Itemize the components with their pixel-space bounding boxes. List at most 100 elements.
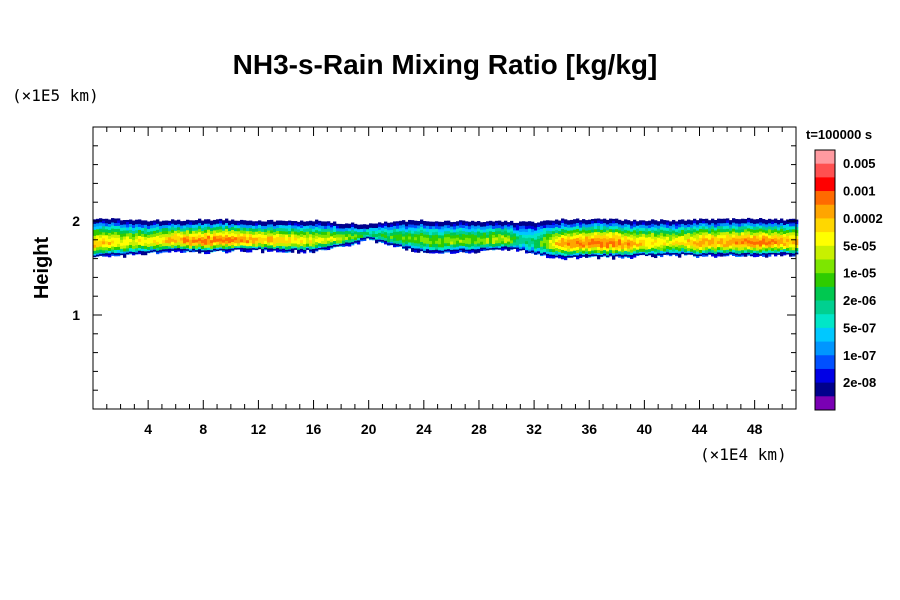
field-cell [267,248,271,252]
field-cell [684,225,688,229]
field-cell [651,244,655,249]
field-cell [318,246,322,250]
field-cell [678,236,682,240]
field-cell [642,224,646,229]
field-cell [783,246,787,250]
field-cell [225,247,229,251]
field-cell [552,237,556,241]
field-cell [339,231,343,235]
field-cell [318,243,322,247]
field-cell [675,243,679,248]
field-cell [432,247,436,251]
field-cell [156,244,160,249]
field-cell [288,237,292,241]
field-cell [513,230,517,234]
field-cell [555,254,559,258]
field-cell [222,230,226,235]
colorbar-swatch [815,300,835,315]
field-cell [600,247,604,252]
field-cell [246,240,250,244]
field-cell [423,246,427,250]
field-cell [393,240,397,245]
field-cell [354,225,358,229]
field-cell [225,235,229,239]
field-cell [546,227,550,232]
field-cell [612,238,616,242]
field-cell [210,237,214,241]
field-cell [468,241,472,245]
field-cell [435,246,439,251]
field-edge [636,221,640,224]
field-edge [114,218,118,221]
field-edge [678,219,682,222]
field-cell [612,223,616,227]
field-cell [792,247,796,251]
field-cell [363,234,367,239]
field-cell [162,225,166,229]
field-cell [606,236,610,240]
field-edge [429,250,433,253]
field-cell [291,237,295,241]
field-cell [240,227,244,231]
field-cell [453,223,457,227]
plot-area [93,217,799,261]
field-cell [513,239,517,243]
field-cell [102,238,106,242]
field-edge [708,252,712,255]
field-cell [213,230,217,234]
field-cell [795,224,799,228]
field-cell [282,243,286,247]
field-cell [648,243,652,247]
field-cell [702,247,706,251]
field-edge [510,247,514,250]
field-cell [483,241,487,245]
field-cell [672,248,676,252]
field-cell [279,225,283,229]
field-edge [744,252,748,255]
field-cell [735,229,739,233]
field-cell [240,224,244,228]
field-cell [579,254,583,258]
field-edge [201,250,205,252]
field-cell [147,231,151,236]
field-edge [774,218,778,221]
field-cell [570,251,574,255]
field-edge [504,220,508,223]
field-edge [228,248,232,251]
field-cell [243,239,247,244]
field-cell [654,254,658,259]
field-cell [639,242,643,247]
field-cell [429,244,433,248]
field-cell [279,231,283,235]
field-cell [321,234,325,239]
field-cell [516,248,520,252]
field-edge [633,253,637,256]
field-cell [546,254,550,259]
field-edge [438,250,442,253]
field-cell [768,232,772,236]
field-cell [696,227,700,231]
field-cell [354,234,358,238]
field-cell [519,243,523,248]
field-cell [306,234,310,239]
field-cell [525,238,529,242]
field-edge [663,253,667,255]
field-cell [357,232,361,236]
field-cell [225,241,229,245]
y-tick-label: 2 [72,213,80,229]
field-cell [258,221,262,226]
field-cell [555,242,559,246]
field-cell [681,226,685,231]
field-cell [315,233,319,237]
field-cell [792,229,796,233]
field-cell [270,230,274,234]
field-cell [381,230,385,235]
field-cell [618,236,622,240]
field-cell [420,244,424,249]
field-cell [408,236,412,240]
field-cell [261,249,265,254]
field-cell [768,247,772,251]
field-cell [720,253,724,257]
field-cell [336,231,340,235]
field-cell [702,229,706,233]
